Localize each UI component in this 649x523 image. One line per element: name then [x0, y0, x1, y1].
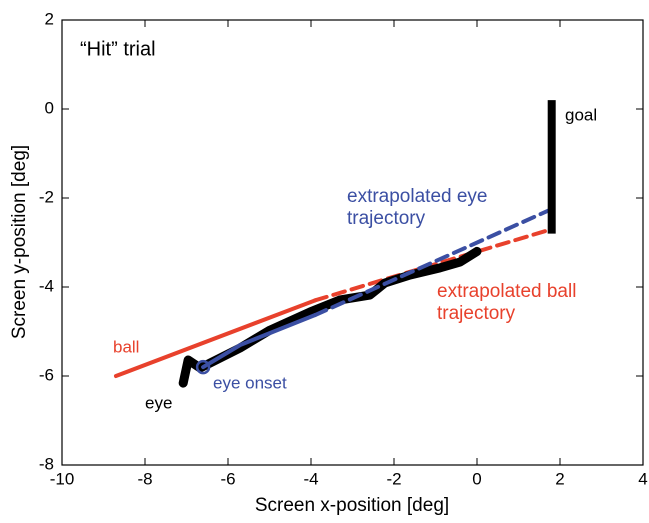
onset-marker [195, 359, 211, 375]
series-line [178, 246, 482, 388]
series-label: eye [145, 393, 172, 412]
y-tick-label: -6 [39, 365, 54, 384]
x-tick-label: -8 [137, 469, 152, 488]
series-label: eye onset [213, 373, 287, 392]
x-tick-label: 2 [555, 469, 564, 488]
chart-title: “Hit” trial [80, 38, 156, 60]
x-tick-label: -10 [50, 469, 75, 488]
y-tick-label: 0 [45, 98, 54, 117]
y-tick-label: -2 [39, 187, 54, 206]
y-tick-label: 2 [45, 9, 54, 28]
series-label: extrapolated ball trajectory [437, 281, 576, 324]
x-tick-label: -4 [303, 469, 318, 488]
series-line [313, 207, 554, 318]
y-tick-label: -8 [39, 454, 54, 473]
series-label: ball [113, 337, 139, 356]
x-tick-label: 0 [472, 469, 481, 488]
y-tick-label: -4 [39, 276, 54, 295]
series-line [113, 298, 318, 378]
x-tick-label: -6 [220, 469, 235, 488]
series-line [313, 227, 554, 303]
series-label: goal [565, 105, 597, 124]
plot-frame [61, 19, 644, 466]
x-tick-label: 4 [638, 469, 647, 488]
y-axis-label: Screen y-position [deg] [9, 145, 30, 339]
x-tick-label: -2 [386, 469, 401, 488]
series-line [201, 313, 318, 370]
x-axis-label: Screen x-position [deg] [255, 495, 449, 516]
series-label: extrapolated eye trajectory [347, 186, 488, 229]
